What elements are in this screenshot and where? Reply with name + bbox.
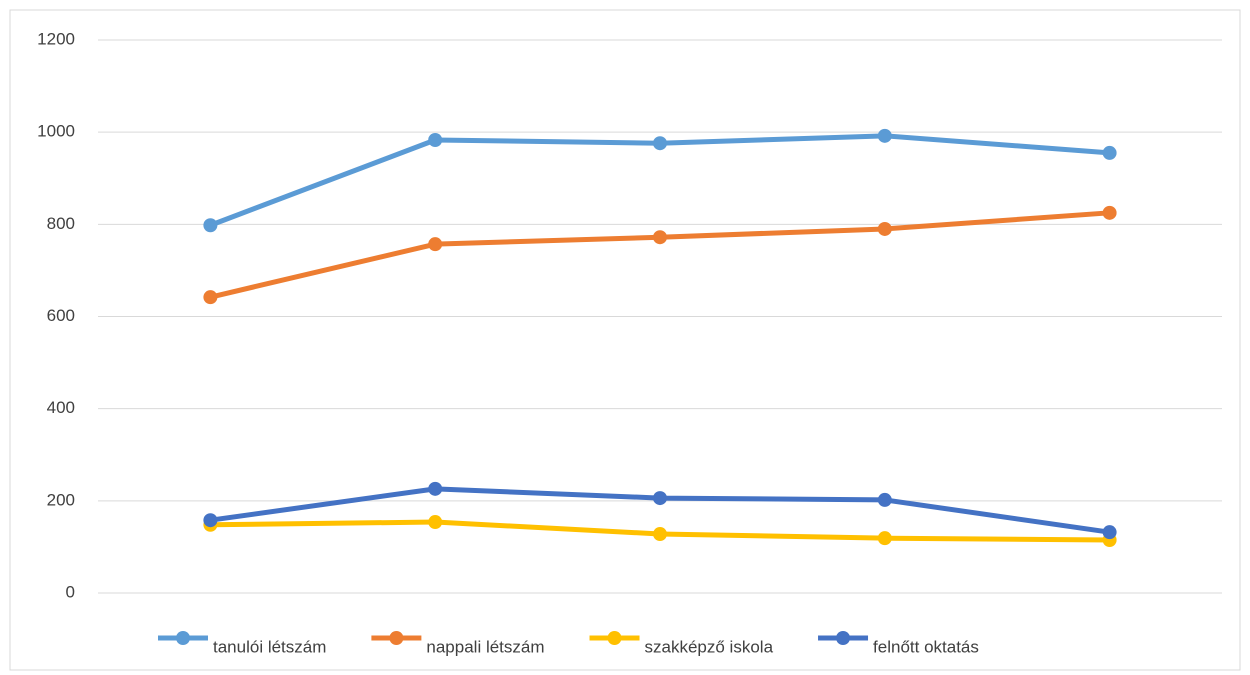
data-point: [1102, 145, 1117, 160]
y-tick-label: 1200: [37, 29, 75, 48]
data-point: [428, 515, 443, 530]
y-tick-label: 200: [47, 490, 75, 509]
y-tick-label: 600: [47, 306, 75, 325]
legend-marker: [607, 631, 622, 645]
legend-marker: [836, 631, 851, 645]
legend-marker: [176, 631, 190, 645]
data-point: [1102, 205, 1117, 220]
data-point: [203, 290, 218, 305]
data-point: [428, 133, 443, 148]
data-point: [428, 481, 443, 496]
data-point: [653, 136, 667, 151]
data-point: [653, 230, 667, 245]
legend-label: szakképző iskola: [645, 637, 774, 656]
legend-marker: [389, 631, 404, 645]
data-point: [653, 491, 667, 506]
data-point: [653, 527, 667, 542]
data-point: [877, 531, 892, 546]
y-tick-label: 800: [47, 214, 75, 233]
data-point: [877, 492, 892, 507]
data-point: [203, 513, 218, 528]
chart-frame: [9, 9, 1241, 671]
data-point: [877, 128, 892, 143]
data-point: [203, 218, 218, 233]
y-tick-label: 0: [66, 582, 75, 601]
data-point: [877, 221, 892, 236]
legend-label: tanulói létszám: [213, 637, 326, 656]
y-tick-label: 400: [47, 398, 75, 417]
data-point: [428, 237, 443, 252]
data-point: [1102, 525, 1117, 540]
legend-label: nappali létszám: [426, 637, 544, 656]
legend-label: felnőtt oktatás: [873, 637, 979, 656]
y-tick-label: 1000: [37, 122, 75, 141]
